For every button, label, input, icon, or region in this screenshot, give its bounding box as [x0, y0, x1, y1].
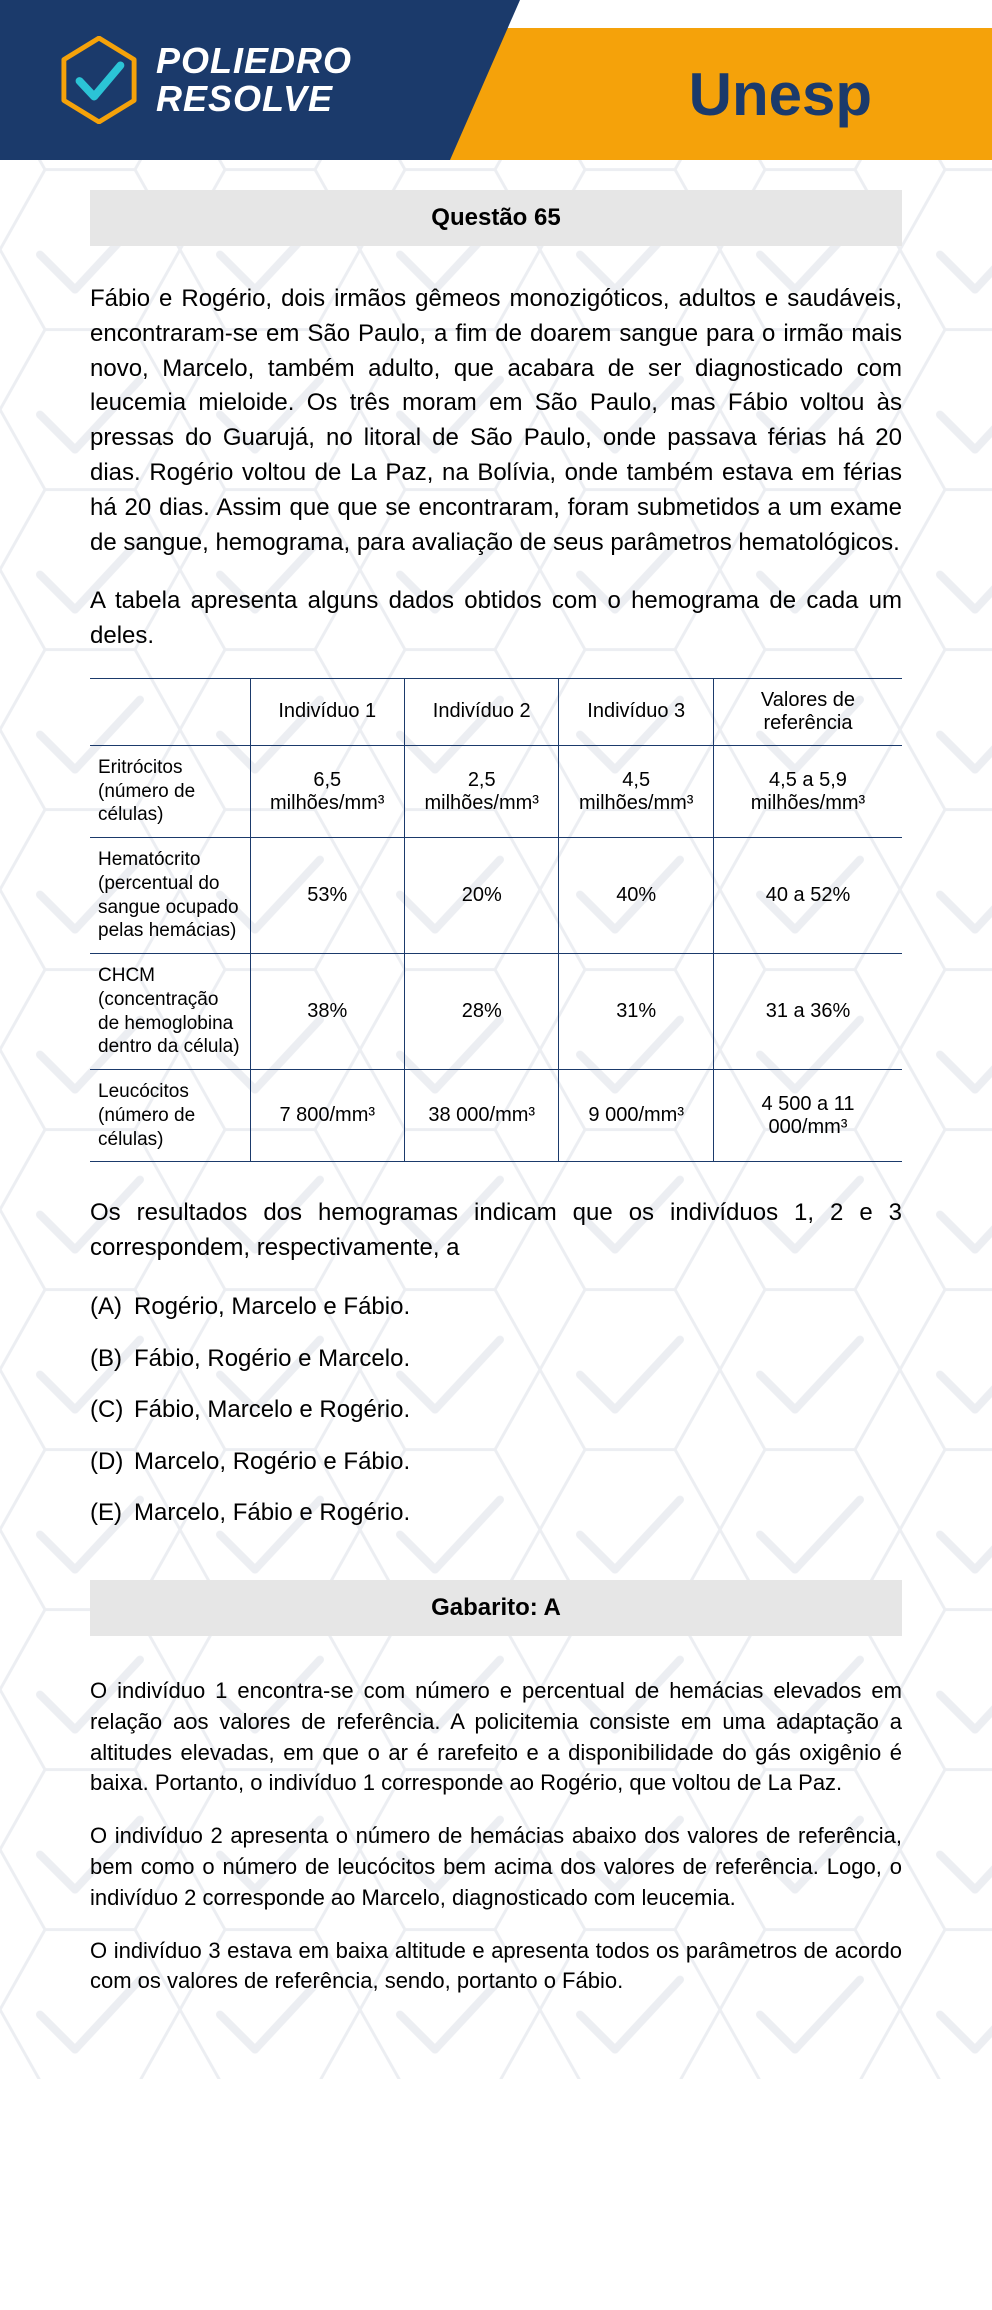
cell: 38% [250, 954, 404, 1070]
option-text: Marcelo, Fábio e Rogério. [134, 1499, 410, 1526]
explanation-paragraph: O indivíduo 2 apresenta o número de hemá… [90, 1821, 902, 1913]
row-label: Leucócitos (número de células) [90, 1070, 250, 1162]
cell: 31% [559, 954, 713, 1070]
option-b: (B)Fábio, Rogério e Marcelo. [90, 1342, 902, 1376]
row-label: CHCM (concentração de hemoglobina dentro… [90, 954, 250, 1070]
cell: 20% [404, 838, 558, 954]
logo-hex-icon [60, 36, 138, 124]
exam-name: Unesp [689, 60, 872, 129]
option-letter: (D) [90, 1445, 134, 1479]
table-row: Leucócitos (número de células) 7 800/mm³… [90, 1070, 902, 1162]
cell: 31 a 36% [713, 954, 902, 1070]
cell: 2,5 milhões/mm³ [404, 745, 558, 837]
option-letter: (C) [90, 1393, 134, 1427]
options-list: (A)Rogério, Marcelo e Fábio. (B)Fábio, R… [90, 1290, 902, 1530]
option-text: Marcelo, Rogério e Fábio. [134, 1448, 410, 1475]
brand-line1: POLIEDRO [156, 42, 352, 80]
option-letter: (A) [90, 1290, 134, 1324]
brand-line2: RESOLVE [156, 80, 352, 118]
col-blank [90, 678, 250, 745]
option-letter: (E) [90, 1496, 134, 1530]
question-paragraph-2: A tabela apresenta alguns dados obtidos … [90, 584, 902, 654]
row-label: Eritrócitos (número de células) [90, 745, 250, 837]
row-label: Hematócrito (percentual do sangue ocupad… [90, 838, 250, 954]
table-row: Hematócrito (percentual do sangue ocupad… [90, 838, 902, 954]
cell: 38 000/mm³ [404, 1070, 558, 1162]
cell: 9 000/mm³ [559, 1070, 713, 1162]
table-row: Eritrócitos (número de células) 6,5 milh… [90, 745, 902, 837]
option-text: Rogério, Marcelo e Fábio. [134, 1293, 410, 1320]
col-ref: Valores de referência [713, 678, 902, 745]
cell: 40% [559, 838, 713, 954]
option-e: (E)Marcelo, Fábio e Rogério. [90, 1496, 902, 1530]
content: Questão 65 Fábio e Rogério, dois irmãos … [0, 160, 992, 2079]
explanation-paragraph: O indivíduo 1 encontra-se com número e p… [90, 1676, 902, 1799]
cell: 6,5 milhões/mm³ [250, 745, 404, 837]
explanation-paragraph: O indivíduo 3 estava em baixa altitude e… [90, 1936, 902, 1998]
header-blue-band: POLIEDRO RESOLVE [0, 0, 520, 160]
answer-bar: Gabarito: A [90, 1580, 902, 1636]
question-title-bar: Questão 65 [90, 190, 902, 246]
cell: 40 a 52% [713, 838, 902, 954]
cell: 4,5 milhões/mm³ [559, 745, 713, 837]
option-text: Fábio, Rogério e Marcelo. [134, 1345, 410, 1372]
cell: 4 500 a 11 000/mm³ [713, 1070, 902, 1162]
col-ind2: Indivíduo 2 [404, 678, 558, 745]
question-paragraph-1: Fábio e Rogério, dois irmãos gêmeos mono… [90, 282, 902, 560]
col-ind1: Indivíduo 1 [250, 678, 404, 745]
option-c: (C)Fábio, Marcelo e Rogério. [90, 1393, 902, 1427]
hemogram-table: Indivíduo 1 Indivíduo 2 Indivíduo 3 Valo… [90, 678, 902, 1163]
col-ind3: Indivíduo 3 [559, 678, 713, 745]
question-prompt: Os resultados dos hemogramas indicam que… [90, 1196, 902, 1266]
page-header: POLIEDRO RESOLVE Unesp [0, 0, 992, 160]
cell: 7 800/mm³ [250, 1070, 404, 1162]
option-text: Fábio, Marcelo e Rogério. [134, 1396, 410, 1423]
cell: 28% [404, 954, 558, 1070]
option-d: (D)Marcelo, Rogério e Fábio. [90, 1445, 902, 1479]
table-row: CHCM (concentração de hemoglobina dentro… [90, 954, 902, 1070]
brand-text: POLIEDRO RESOLVE [156, 42, 352, 118]
cell: 4,5 a 5,9 milhões/mm³ [713, 745, 902, 837]
option-letter: (B) [90, 1342, 134, 1376]
cell: 53% [250, 838, 404, 954]
option-a: (A)Rogério, Marcelo e Fábio. [90, 1290, 902, 1324]
